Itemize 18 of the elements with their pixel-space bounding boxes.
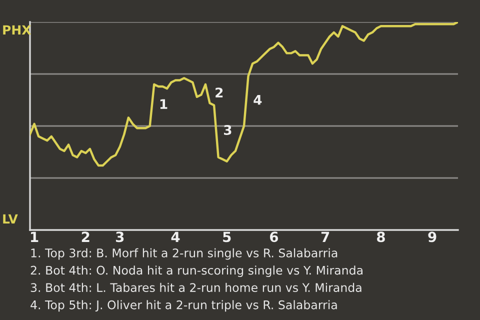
text: 1. Top 3rd: B. Morf hit a 2-run single vs R. Salabarria xyxy=(31,248,338,260)
x-tick-label: 8 xyxy=(376,232,385,242)
text: 3. Bot 4th: L. Tabares hit a 2-run home run vs Y. Miranda xyxy=(30,282,362,292)
text: 2. Bot 4th: O. Noda hit a run-scoring single vs Y. Miranda xyxy=(30,266,362,278)
x-tick-label: 2 xyxy=(82,232,90,242)
x-tick-label: 3 xyxy=(116,232,124,242)
x-tick-label: 6 xyxy=(270,232,278,242)
text: LV xyxy=(3,214,18,224)
x-tick-label: 9 xyxy=(428,232,436,242)
x-tick-label: 7 xyxy=(321,232,330,242)
text: 4. Top 5th: J. Oliver hit a 2-run triple vs R. Salabarria xyxy=(30,300,337,312)
annotation: 3 xyxy=(224,125,232,136)
annotation: 4 xyxy=(254,95,262,105)
annotation: 1 xyxy=(160,99,168,109)
x-tick-label: 1 xyxy=(31,232,38,242)
x-tick-label: 4 xyxy=(171,232,180,242)
x-tick-label: 5 xyxy=(223,232,231,242)
annotation: 2 xyxy=(216,88,223,98)
